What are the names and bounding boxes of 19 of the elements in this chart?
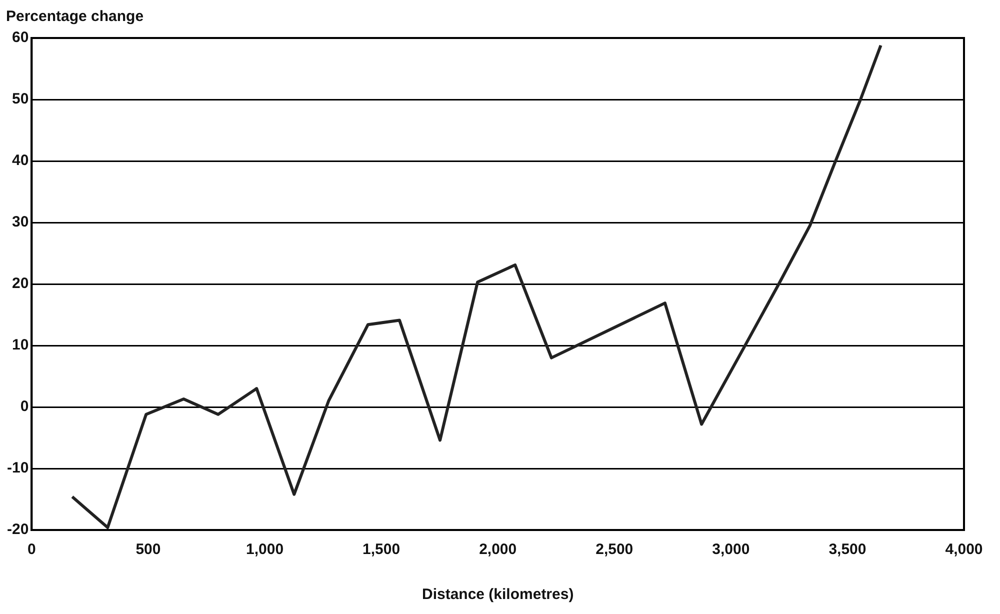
y-axis-title: Percentage change (6, 8, 144, 25)
y-tick-label: 20 (12, 275, 29, 292)
x-tick-label: 3,500 (828, 541, 866, 558)
y-tick-label: -20 (6, 521, 29, 538)
x-tick-label: 4,000 (945, 541, 983, 558)
x-tick-label: 2,000 (479, 541, 517, 558)
y-tick-label: 60 (12, 29, 29, 46)
y-tick-label: 50 (12, 90, 29, 108)
x-tick-label: 1,500 (362, 541, 400, 558)
y-tick-label: 40 (12, 152, 29, 170)
y-tick-label: -10 (6, 460, 29, 477)
y-tick-label: 10 (12, 336, 29, 354)
x-axis-title: Distance (kilometres) (422, 586, 574, 604)
y-tick-label: 30 (12, 214, 29, 231)
x-tick-label: 3,000 (712, 541, 750, 558)
x-tick-label: 500 (136, 541, 161, 558)
x-tick-label: 2,500 (596, 541, 634, 558)
y-tick-label: 0 (20, 398, 29, 416)
x-tick-label: 1,000 (246, 541, 284, 558)
